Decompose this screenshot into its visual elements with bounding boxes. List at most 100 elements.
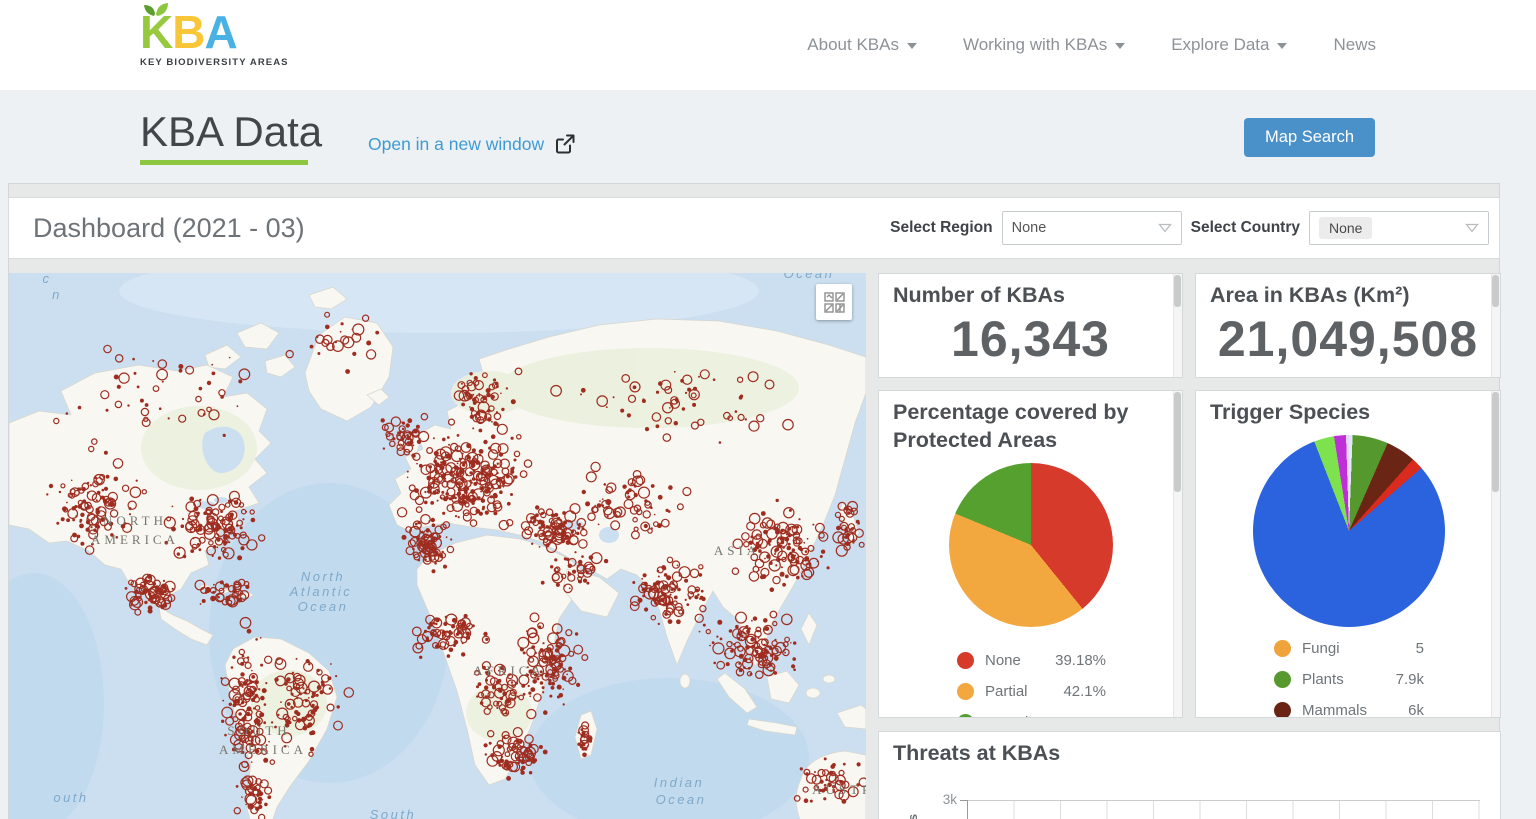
legend-value: 18.72% (1060, 714, 1111, 718)
svg-text:Ocean: Ocean (656, 792, 707, 807)
card-scrollbar[interactable] (1173, 391, 1182, 717)
number-of-kbas-title: Number of KBAs (893, 283, 1066, 307)
threats-plot-area (968, 800, 1480, 819)
logo-letter-b: B (172, 6, 205, 58)
kba-logo[interactable]: KBA KEY BIODIVERSITY AREAS (140, 3, 289, 68)
card-scrollbar[interactable] (1491, 391, 1500, 717)
open-in-new-window-link[interactable]: Open in a new window (368, 133, 576, 155)
map-search-button[interactable]: Map Search (1244, 118, 1375, 157)
svg-text:AFRICA: AFRICA (473, 663, 545, 678)
logo-letter-a: A (204, 6, 237, 58)
select-region-dropdown[interactable]: None (1001, 211, 1182, 245)
legend-swatch-none (957, 651, 974, 669)
legend-swatch-complete (957, 713, 974, 717)
select-region-label: Select Region (890, 219, 993, 236)
number-of-kbas-value: 16,343 (951, 311, 1110, 367)
nav-explore-data[interactable]: Explore Data (1171, 35, 1288, 55)
select-country-value-chip: None (1319, 217, 1373, 239)
legend-value: 5 (1415, 639, 1424, 657)
svg-text:AMERICA: AMERICA (219, 742, 307, 757)
nav-about-kbas[interactable]: About KBAs (807, 35, 917, 55)
page-title: KBA Data (140, 108, 323, 155)
main-nav: About KBAs Working with KBAs Explore Dat… (807, 0, 1376, 90)
card-scrollbar[interactable] (1173, 274, 1182, 377)
legend-swatch-partial (957, 682, 974, 700)
threats-tick-mark (960, 800, 967, 801)
select-country-dropdown[interactable]: None (1309, 211, 1489, 245)
protected-areas-title: Percentage covered by Protected Areas (893, 400, 1129, 452)
nav-news[interactable]: News (1333, 35, 1376, 55)
threats-y-tick: 3k (942, 792, 957, 807)
legend-label: Plants (1302, 670, 1344, 688)
kba-logo-letters: KBA (140, 3, 289, 58)
chevron-down-icon (1157, 223, 1172, 233)
trigger-species-title: Trigger Species (1210, 400, 1371, 424)
svg-text:Ocean: Ocean (298, 599, 349, 614)
svg-text:NORTH: NORTH (103, 513, 167, 528)
nav-about-kbas-label: About KBAs (807, 35, 899, 54)
legend-label: Partial (985, 682, 1028, 700)
chevron-down-icon (906, 43, 917, 49)
map-views-button[interactable] (816, 284, 852, 320)
legend-label: Fungi (1302, 639, 1340, 657)
threats-at-kbas-card: Threats at KBAs s 3k (878, 731, 1501, 819)
svg-text:Ocean: Ocean (784, 273, 835, 281)
kba-site-markers (46, 311, 866, 819)
trigger-species-card: Trigger Species Fungi 5 Plants 7.9k Mamm… (1195, 390, 1501, 718)
dashboard-title: Dashboard (2021 - 03) (33, 212, 305, 243)
threats-title: Threats at KBAs (893, 741, 1061, 765)
legend-label: Mammals (1302, 701, 1368, 718)
logo-tagline: KEY BIODIVERSITY AREAS (140, 57, 289, 68)
legend-row: None 39.18% (957, 649, 1106, 671)
legend-label: None (985, 651, 1021, 669)
svg-text:outh: outh (53, 790, 88, 805)
svg-text:South: South (370, 807, 416, 819)
legend-row: Fungi 5 (1274, 637, 1424, 659)
legend-row: Mammals 6k (1274, 699, 1424, 718)
svg-text:n: n (52, 287, 62, 302)
legend-label: Complete (985, 714, 1049, 718)
nav-news-label: News (1333, 35, 1376, 54)
number-of-kbas-card: Number of KBAs 16,343 (878, 273, 1183, 378)
legend-swatch-fungi (1274, 639, 1291, 657)
dashboard-panel: Dashboard (2021 - 03) Select Region None… (8, 183, 1501, 819)
nav-working-with-kbas[interactable]: Working with KBAs (962, 35, 1126, 55)
svg-text:AMERICA: AMERICA (91, 532, 179, 547)
leaf-icon (144, 3, 168, 16)
legend-value: 39.18% (1055, 651, 1106, 669)
map-labels: OceancnNORTHAMERICANorthAtlanticOceanASI… (43, 273, 867, 819)
select-region-value: None (1011, 220, 1047, 236)
kba-world-map-card: Ocean c n NORTH AMERICA North Atlantic Ocean ASI… (9, 273, 866, 819)
area-in-kbas-value: 21,049,508 (1217, 311, 1479, 367)
legend-swatch-mammals (1274, 701, 1291, 717)
dashboard-filters: Select Region None Select Country None (890, 211, 1489, 245)
open-link-label: Open in a new window (368, 133, 545, 154)
logo-letter-k: K (140, 6, 173, 58)
site-header: KBA KEY BIODIVERSITY AREAS About KBAs Wo… (0, 0, 1536, 90)
nav-working-with-kbas-label: Working with KBAs (962, 35, 1108, 54)
chevron-down-icon (1277, 43, 1288, 49)
legend-value: 42.1% (1063, 682, 1106, 700)
legend-value: 7.9k (1395, 670, 1424, 688)
area-in-kbas-title: Area in KBAs (Km²) (1210, 283, 1410, 307)
chevron-down-icon (1465, 223, 1479, 233)
legend-value: 6k (1408, 701, 1424, 718)
svg-text:Indian: Indian (654, 775, 704, 790)
protected-areas-pie (949, 463, 1113, 627)
chevron-down-icon (1115, 43, 1126, 49)
svg-text:AUSTR.: AUSTR. (812, 782, 866, 797)
world-map[interactable]: OceancnNORTHAMERICANorthAtlanticOceanASI… (9, 273, 866, 819)
legend-row: Plants 7.9k (1274, 668, 1424, 690)
trigger-species-pie (1253, 435, 1445, 627)
card-scrollbar[interactable] (1491, 274, 1500, 377)
select-country-label: Select Country (1190, 219, 1300, 236)
title-underline (140, 160, 308, 165)
nav-explore-data-label: Explore Data (1171, 35, 1270, 54)
svg-text:SOUTH: SOUTH (227, 723, 290, 738)
svg-text:c: c (43, 273, 52, 286)
svg-text:ASIA: ASIA (714, 543, 760, 558)
external-link-icon (556, 134, 575, 154)
svg-text:Atlantic: Atlantic (289, 584, 353, 599)
threats-y-axis (967, 800, 968, 819)
